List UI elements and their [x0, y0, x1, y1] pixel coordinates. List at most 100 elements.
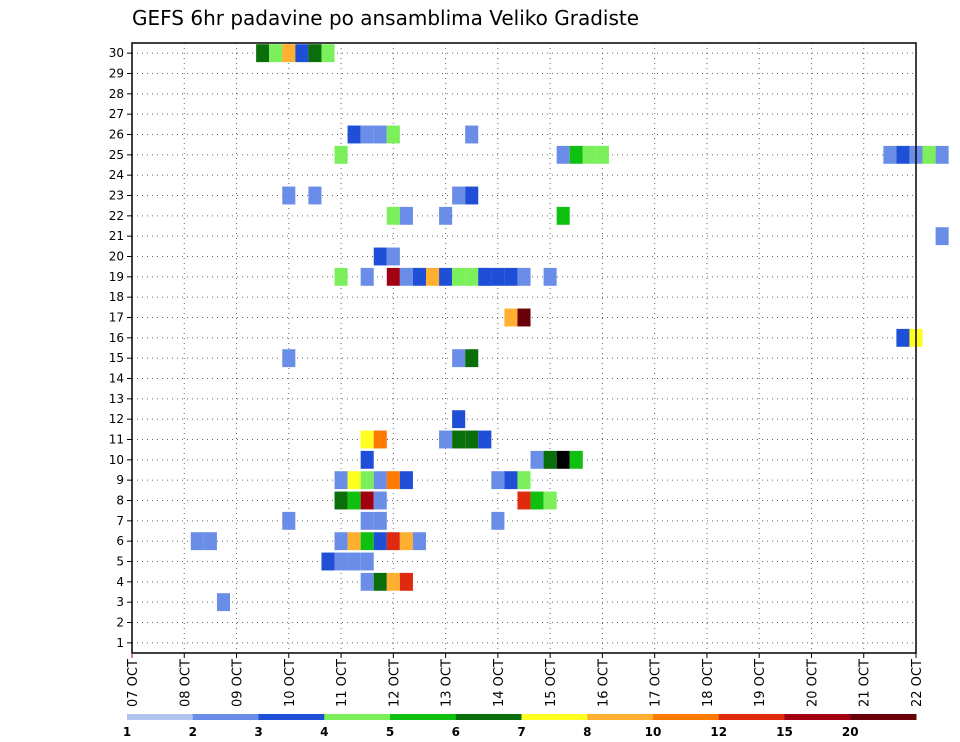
- precip-cell: [321, 552, 335, 571]
- ensemble-cells: [190, 44, 949, 612]
- precip-cell: [896, 328, 910, 347]
- colorbar-level-label: 3: [254, 725, 262, 739]
- x-tick-label: 09 OCT: [231, 659, 246, 707]
- y-tick-label: 18: [109, 290, 124, 304]
- precip-cell: [347, 491, 361, 510]
- y-axis: 1234567891011121314151617181920212223242…: [109, 46, 132, 650]
- colorbar-level-label: 5: [386, 725, 394, 739]
- precip-cell: [478, 430, 492, 449]
- precip-cell: [399, 532, 413, 551]
- y-tick-label: 4: [116, 575, 124, 589]
- precip-cell: [517, 471, 531, 490]
- precip-cell: [478, 267, 492, 286]
- colorbar-swatch: [390, 714, 457, 720]
- x-tick-label: 15 OCT: [544, 659, 559, 707]
- precip-cell: [399, 572, 413, 591]
- x-tick-label: 22 OCT: [910, 659, 925, 707]
- precip-cell: [295, 44, 309, 63]
- precip-cell: [282, 349, 296, 368]
- precip-cell: [360, 450, 374, 469]
- y-tick-label: 7: [116, 514, 124, 528]
- y-tick-label: 25: [109, 148, 124, 162]
- y-tick-label: 11: [109, 433, 124, 447]
- precip-cell: [373, 532, 387, 551]
- precip-cell: [439, 206, 453, 225]
- y-tick-label: 24: [109, 168, 124, 182]
- colorbar-level-label: 1: [123, 725, 131, 739]
- colorbar-swatch: [192, 714, 259, 720]
- colorbar-level-label: 15: [776, 725, 793, 739]
- precip-cell: [373, 430, 387, 449]
- precip-cell: [465, 125, 479, 144]
- precip-cell: [360, 491, 374, 510]
- precip-cell: [504, 267, 518, 286]
- x-tick-label: 11 OCT: [335, 659, 350, 707]
- y-tick-label: 29: [109, 67, 124, 81]
- precip-cell: [517, 308, 531, 327]
- precip-cell: [543, 491, 557, 510]
- precip-cell: [452, 186, 466, 205]
- precip-cell: [360, 471, 374, 490]
- precip-cell: [530, 491, 544, 510]
- precip-cell: [334, 491, 348, 510]
- precip-cell: [595, 145, 609, 164]
- precip-cell: [386, 572, 400, 591]
- precip-cell: [439, 430, 453, 449]
- precip-cell: [347, 125, 361, 144]
- x-tick-label: 14 OCT: [492, 659, 507, 707]
- precip-cell: [556, 145, 570, 164]
- y-tick-label: 8: [116, 494, 124, 508]
- precip-cell: [412, 267, 426, 286]
- y-tick-label: 30: [109, 46, 124, 60]
- x-tick-label: 10 OCT: [283, 659, 298, 707]
- precip-cell: [203, 532, 217, 551]
- precip-cell: [517, 267, 531, 286]
- precip-cell: [347, 552, 361, 571]
- colorbar-swatch: [653, 714, 720, 720]
- precip-cell: [256, 44, 270, 63]
- colorbar-level-label: 2: [189, 725, 197, 739]
- precip-cell: [334, 267, 348, 286]
- precip-cell: [399, 206, 413, 225]
- precip-cell: [190, 532, 204, 551]
- y-tick-label: 17: [109, 311, 124, 325]
- y-tick-label: 6: [116, 534, 124, 548]
- precip-cell: [922, 145, 936, 164]
- y-tick-label: 10: [109, 453, 124, 467]
- precip-cell: [360, 572, 374, 591]
- colorbar-level-label: 10: [645, 725, 662, 739]
- precip-cell: [334, 532, 348, 551]
- precip-cell: [582, 145, 596, 164]
- precip-cell: [216, 593, 230, 612]
- y-tick-label: 9: [116, 473, 124, 487]
- precip-cell: [412, 532, 426, 551]
- precip-cell: [360, 267, 374, 286]
- precip-cell: [465, 267, 479, 286]
- colorbar-swatch: [455, 714, 522, 720]
- colorbar-legend: 1 2 3 4 5 6 7 8 10 12 15 20: [123, 714, 917, 739]
- x-tick-label: 16 OCT: [596, 659, 611, 707]
- y-tick-label: 27: [109, 107, 124, 121]
- precip-cell: [282, 186, 296, 205]
- x-tick-label: 13 OCT: [440, 659, 455, 707]
- colorbar-swatch: [127, 714, 194, 720]
- precip-cell: [386, 247, 400, 266]
- colorbar-level-label: 12: [710, 725, 727, 739]
- y-tick-label: 19: [109, 270, 124, 284]
- y-tick-label: 1: [116, 636, 124, 650]
- precip-cell: [569, 450, 583, 469]
- precip-cell: [360, 532, 374, 551]
- precip-cell: [556, 450, 570, 469]
- colorbar-swatch: [784, 714, 851, 720]
- precip-cell: [465, 186, 479, 205]
- x-tick-label: 07 OCT: [126, 659, 141, 707]
- precip-cell: [504, 471, 518, 490]
- x-tick-label: 17 OCT: [649, 659, 664, 707]
- precip-cell: [896, 145, 910, 164]
- y-tick-label: 12: [109, 412, 124, 426]
- precip-cell: [386, 532, 400, 551]
- precip-cell: [491, 511, 505, 530]
- colorbar-level-label: 8: [583, 725, 591, 739]
- precip-cell: [360, 125, 374, 144]
- precip-cell: [465, 430, 479, 449]
